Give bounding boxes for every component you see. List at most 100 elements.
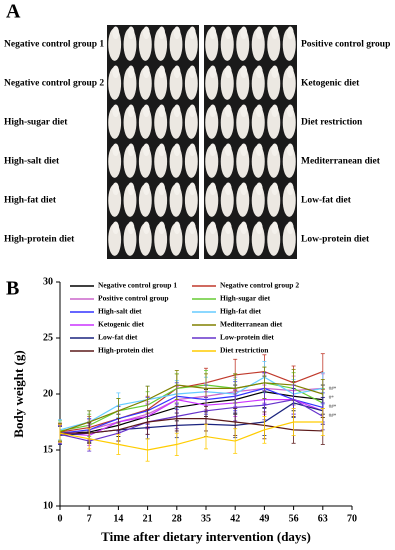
mouse-head <box>240 143 248 157</box>
photo <box>107 25 199 259</box>
mouse-head <box>286 104 294 118</box>
mouse-head <box>188 143 196 157</box>
mouse-head <box>224 182 232 196</box>
mouse-head <box>188 182 196 196</box>
group-label: Mediterranean diet <box>301 157 381 167</box>
mouse-head <box>188 104 196 118</box>
legend-label: High-protein diet <box>98 346 154 355</box>
mouse-head <box>224 26 232 40</box>
annotation: ##* <box>329 387 337 392</box>
x-tick-label: 63 <box>318 513 328 524</box>
group-label: Diet restriction <box>301 118 363 128</box>
mouse-head <box>286 26 294 40</box>
mouse-head <box>286 221 294 235</box>
mouse-head <box>209 143 217 157</box>
y-tick-label: 15 <box>43 444 53 455</box>
mouse-head <box>240 26 248 40</box>
panel-label: A <box>6 1 21 23</box>
mouse-head <box>286 143 294 157</box>
mouse-head <box>271 104 279 118</box>
legend-label: Low-fat diet <box>98 333 138 342</box>
mouse-head <box>158 221 166 235</box>
mouse-head <box>209 26 217 40</box>
mouse-head <box>209 104 217 118</box>
mouse-head <box>112 65 120 79</box>
mouse-head <box>142 143 150 157</box>
mouse-head <box>286 182 294 196</box>
x-tick-label: 42 <box>230 513 240 524</box>
panel-label: B <box>6 278 19 300</box>
legend-label: Positive control group <box>98 294 169 303</box>
mouse-head <box>127 104 135 118</box>
mouse-head <box>188 26 196 40</box>
mouse-head <box>271 182 279 196</box>
group-label: Negative control group 1 <box>4 40 104 50</box>
mouse-head <box>286 65 294 79</box>
mouse-head <box>209 65 217 79</box>
x-axis-title: Time after dietary intervention (days) <box>101 529 311 544</box>
group-label: Low-protein diet <box>301 235 370 245</box>
mouse-head <box>240 65 248 79</box>
legend-label: Low-protein diet <box>220 333 274 342</box>
mouse-head <box>112 221 120 235</box>
legend-label: Negative control group 2 <box>220 281 299 290</box>
group-label: Negative control group 2 <box>4 79 104 89</box>
y-tick-label: 10 <box>43 500 53 511</box>
mouse-head <box>255 182 263 196</box>
mouse-head <box>158 182 166 196</box>
mouse-head <box>224 221 232 235</box>
mouse-head <box>158 143 166 157</box>
mouse-head <box>271 26 279 40</box>
legend-label: Mediterranean diet <box>220 320 283 329</box>
x-tick-label: 28 <box>172 513 182 524</box>
mouse-head <box>240 221 248 235</box>
mouse-head <box>271 221 279 235</box>
mouse-head <box>127 26 135 40</box>
x-tick-label: 35 <box>201 513 211 524</box>
annotation: ##* <box>329 405 337 410</box>
mouse-head <box>271 65 279 79</box>
mouse-head <box>224 65 232 79</box>
mouse-head <box>127 143 135 157</box>
series-line <box>59 398 324 442</box>
mouse-head <box>142 65 150 79</box>
group-label: High-protein diet <box>4 235 75 245</box>
mouse-head <box>240 182 248 196</box>
legend-label: High-fat diet <box>220 307 262 316</box>
mouse-head <box>158 104 166 118</box>
legend-label: Negative control group 1 <box>98 281 177 290</box>
series-line <box>59 398 324 437</box>
mouse-head <box>142 26 150 40</box>
mouse-head <box>240 104 248 118</box>
mouse-head <box>142 182 150 196</box>
mouse-head <box>209 182 217 196</box>
x-tick-label: 49 <box>259 513 269 524</box>
legend-label: Ketogenic diet <box>98 320 145 329</box>
mouse-head <box>112 182 120 196</box>
y-tick-label: 20 <box>43 388 53 399</box>
x-tick-label: 0 <box>58 513 63 524</box>
photo <box>204 25 297 259</box>
mouse-head <box>142 221 150 235</box>
mouse-head <box>173 221 181 235</box>
group-label: Ketogenic diet <box>301 79 360 89</box>
mouse-head <box>255 26 263 40</box>
group-label: High-sugar diet <box>4 118 68 128</box>
mouse-head <box>173 104 181 118</box>
mouse-head <box>158 65 166 79</box>
annotation: ##* <box>329 414 337 419</box>
photo-panel <box>107 25 297 259</box>
series-line <box>60 418 323 434</box>
mouse-head <box>173 143 181 157</box>
mouse-head <box>127 65 135 79</box>
mouse-head <box>209 221 217 235</box>
mouse-head <box>112 143 120 157</box>
legend-label: High-salt diet <box>98 307 142 316</box>
mouse-head <box>255 65 263 79</box>
mouse-head <box>173 182 181 196</box>
y-tick-label: 30 <box>43 276 53 287</box>
annotation: #* <box>329 396 335 401</box>
series-line <box>59 382 323 433</box>
x-tick-label: 70 <box>347 513 357 524</box>
